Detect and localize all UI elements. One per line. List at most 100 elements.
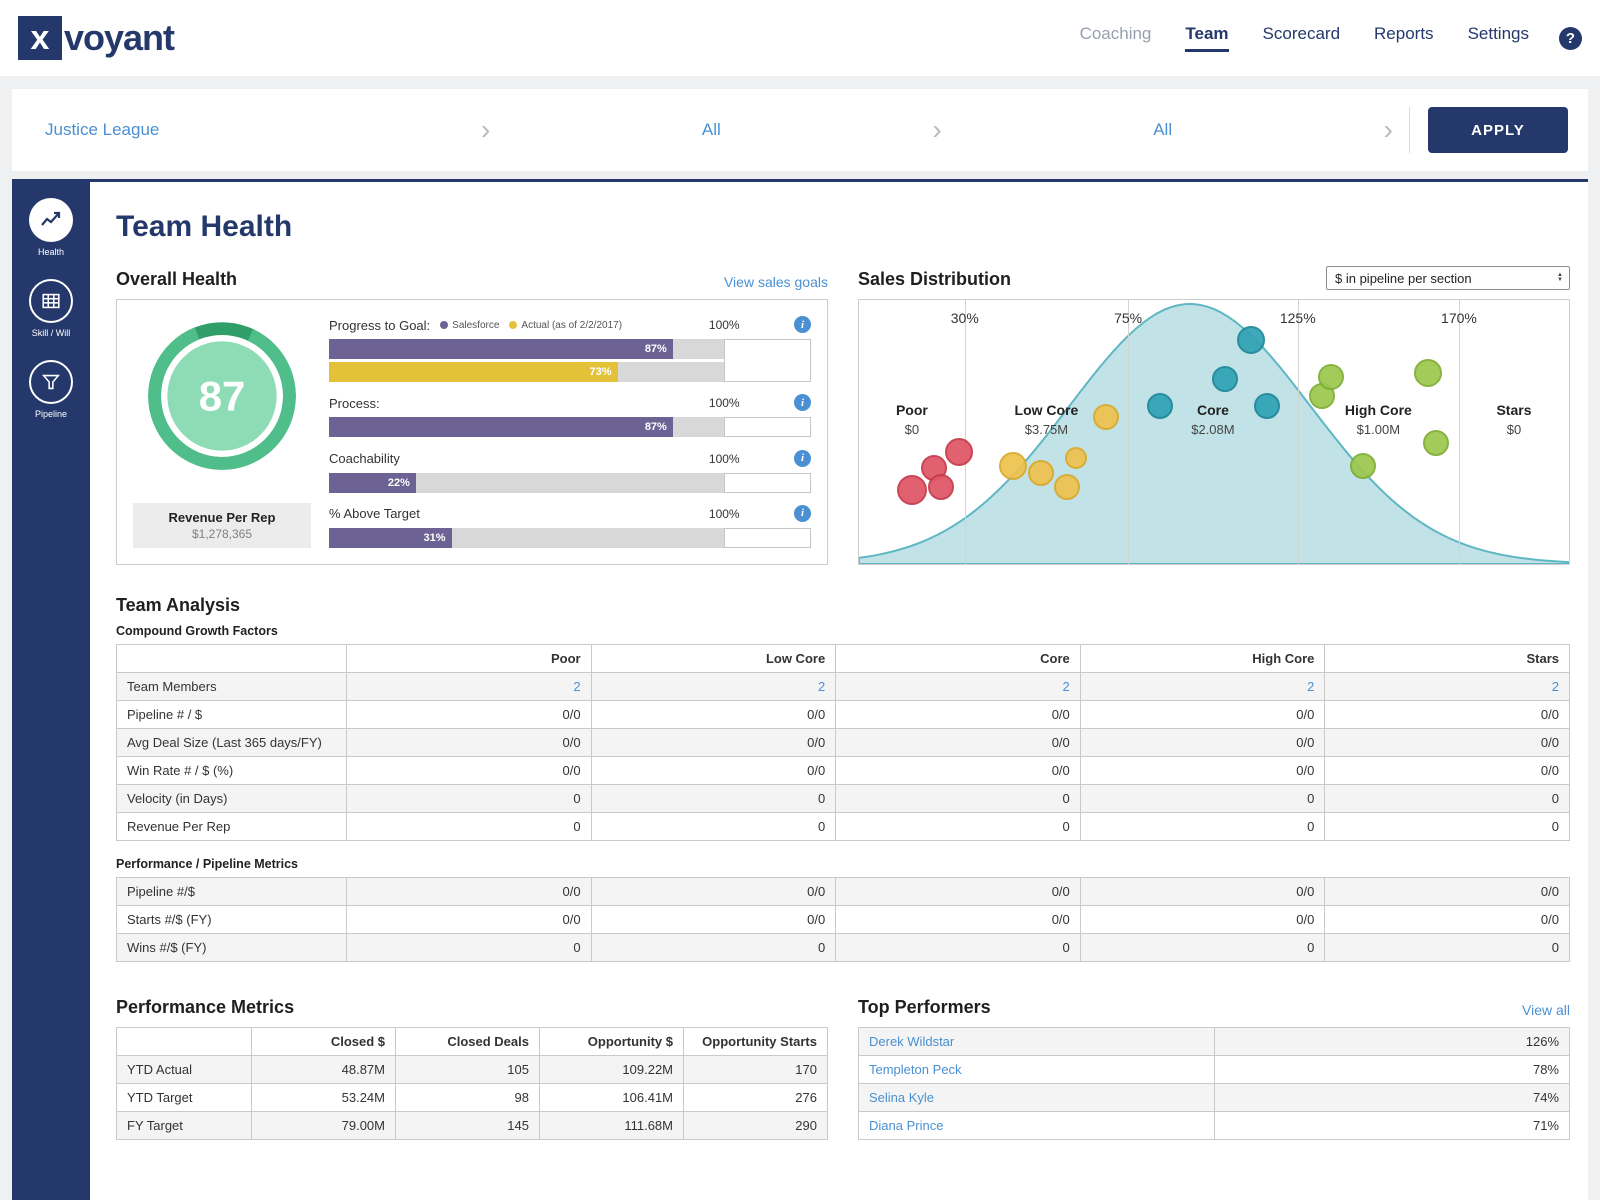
filter-level-3[interactable]: All	[1153, 120, 1173, 139]
dropdown-value: $ in pipeline per section	[1335, 270, 1472, 286]
performer-value: 74%	[1213, 1083, 1570, 1112]
performers-body: Derek Wildstar 126% Templeton Peck 78% Selin…	[858, 1027, 1570, 1140]
cell: 170	[683, 1055, 828, 1084]
cell: 106.41M	[539, 1083, 684, 1112]
member-count-link[interactable]: 2	[1551, 679, 1559, 694]
performers-table: Derek Wildstar 126% Templeton Peck 78% Selin…	[858, 1027, 1570, 1140]
logo[interactable]: x voyant	[18, 16, 175, 60]
health-chart-icon	[29, 198, 73, 242]
performer-value: 71%	[1213, 1111, 1570, 1140]
pipeline-section-dropdown[interactable]: $ in pipeline per section ▲ ▼	[1326, 266, 1570, 290]
main-panel: Health Skill / Will	[12, 179, 1588, 1200]
filter-hierarchy[interactable]: Justice League	[45, 120, 160, 139]
rep-bubble-teal[interactable]	[1236, 325, 1265, 354]
rep-bubble-green[interactable]	[1413, 358, 1442, 387]
cell: 0/0	[590, 756, 837, 785]
main-nav: Coaching Team Scorecard Reports Settings	[1080, 24, 1529, 52]
performer-link[interactable]: Derek Wildstar	[869, 1034, 955, 1049]
cell: 0	[590, 812, 837, 841]
rep-bubble-teal[interactable]	[1147, 392, 1174, 419]
nav-settings[interactable]: Settings	[1467, 24, 1529, 43]
nav-team[interactable]: Team	[1185, 24, 1229, 52]
cell: 0/0	[346, 905, 592, 934]
performer-row: Templeton Peck 78%	[858, 1055, 1570, 1084]
metric-label: % Above Target	[329, 506, 420, 522]
member-count-link[interactable]: 2	[1062, 679, 1070, 694]
legend-dot-icon	[440, 321, 449, 329]
rep-bubble-teal[interactable]	[1253, 392, 1280, 419]
metric-above-target: % Above Target 100% i 31%	[329, 504, 811, 548]
column-header: Closed Deals	[395, 1027, 540, 1056]
gridline	[1128, 300, 1130, 564]
overall-health-title: Overall Health	[116, 269, 238, 289]
performer-link[interactable]: Selina Kyle	[869, 1090, 935, 1105]
member-count-link[interactable]: 2	[817, 679, 826, 694]
metric-label: Process:	[329, 395, 380, 411]
health-score: 87	[199, 373, 246, 420]
cell: 2	[1079, 672, 1326, 701]
cell: 290	[683, 1111, 828, 1140]
rep-bubble-green[interactable]	[1423, 429, 1450, 456]
rep-bubble-green[interactable]	[1318, 363, 1345, 390]
rep-bubble-red[interactable]	[896, 475, 927, 506]
cell: 98	[395, 1083, 540, 1112]
rep-bubble-yellow[interactable]	[999, 452, 1028, 481]
member-count-link[interactable]: 2	[1307, 679, 1315, 694]
metric-max-label: 100%	[708, 318, 740, 332]
team-analysis-section: Team Analysis Compound Growth Factors Po…	[116, 595, 1570, 962]
nav-scorecard[interactable]: Scorecard	[1262, 24, 1341, 43]
column-header: Closed $	[251, 1027, 396, 1056]
cell: 0	[835, 784, 1081, 813]
performer-link[interactable]: Templeton Peck	[869, 1062, 962, 1077]
rep-bubble-green[interactable]	[1350, 453, 1377, 480]
rep-bubble-red[interactable]	[927, 474, 954, 501]
sidebar-item-label: Skill / Will	[31, 328, 71, 338]
progress-bar-fill: 31%	[329, 527, 452, 548]
nav-reports[interactable]: Reports	[1374, 24, 1434, 43]
cell: 0/0	[835, 877, 1081, 906]
rep-bubble-yellow[interactable]	[1064, 447, 1087, 470]
sidebar-item-health[interactable]: Health	[29, 198, 73, 257]
progress-bar-track: 73%	[329, 362, 725, 382]
rep-bubble-red[interactable]	[945, 437, 974, 466]
info-icon[interactable]: i	[794, 394, 811, 412]
info-icon[interactable]: i	[794, 504, 811, 522]
view-sales-goals-link[interactable]: View sales goals	[723, 274, 828, 290]
cell: 2	[346, 672, 592, 701]
health-gauge-column: 87 Revenue Per Rep $1,278,365	[133, 314, 311, 548]
row-label: Revenue Per Rep	[116, 812, 347, 841]
view-all-link[interactable]: View all	[1522, 1002, 1570, 1018]
filter-bar: Justice League › All › All › APPLY	[12, 89, 1588, 171]
apply-button[interactable]: APPLY	[1427, 107, 1568, 153]
info-icon[interactable]: i	[794, 316, 811, 333]
info-icon[interactable]: i	[794, 449, 811, 467]
help-icon[interactable]: ?	[1559, 26, 1582, 50]
vertical-divider	[1408, 107, 1410, 153]
performer-link[interactable]: Diana Prince	[869, 1118, 944, 1133]
rep-bubble-teal[interactable]	[1212, 366, 1239, 393]
top-performers-title: Top Performers	[858, 997, 991, 1017]
cell: 0	[346, 812, 592, 841]
nav-coaching[interactable]: Coaching	[1079, 24, 1152, 43]
table-row: Revenue Per Rep 0 0 0 0 0	[116, 812, 1570, 841]
rep-bubble-yellow[interactable]	[1093, 404, 1120, 431]
cell: 0	[590, 933, 837, 962]
cell: 0/0	[1079, 905, 1326, 934]
cell: 0/0	[1324, 905, 1570, 934]
table-row: YTD Target 53.24M 98 106.41M 276	[116, 1083, 828, 1112]
member-count-link[interactable]: 2	[573, 679, 581, 694]
cell: 0/0	[346, 728, 592, 757]
table-row: Pipeline #/$ 0/0 0/0 0/0 0/0 0/0	[116, 877, 1570, 906]
sidebar-item-pipeline[interactable]: Pipeline	[29, 360, 73, 419]
sidebar-item-skill-will[interactable]: Skill / Will	[29, 279, 73, 338]
growth-head: Poor Low Core Core High Core Stars	[116, 644, 1570, 673]
rep-bubble-yellow[interactable]	[1054, 474, 1081, 501]
filter-level-2[interactable]: All	[701, 120, 721, 139]
table-row: Velocity (in Days) 0 0 0 0 0	[116, 784, 1570, 813]
cell: 0/0	[835, 700, 1081, 729]
cell: 0/0	[1324, 756, 1570, 785]
perf-head: Closed $ Closed Deals Opportunity $ Opportu…	[116, 1027, 828, 1056]
cell: 0	[1079, 784, 1326, 813]
rep-bubble-yellow[interactable]	[1027, 459, 1054, 486]
cell: 79.00M	[251, 1111, 396, 1140]
